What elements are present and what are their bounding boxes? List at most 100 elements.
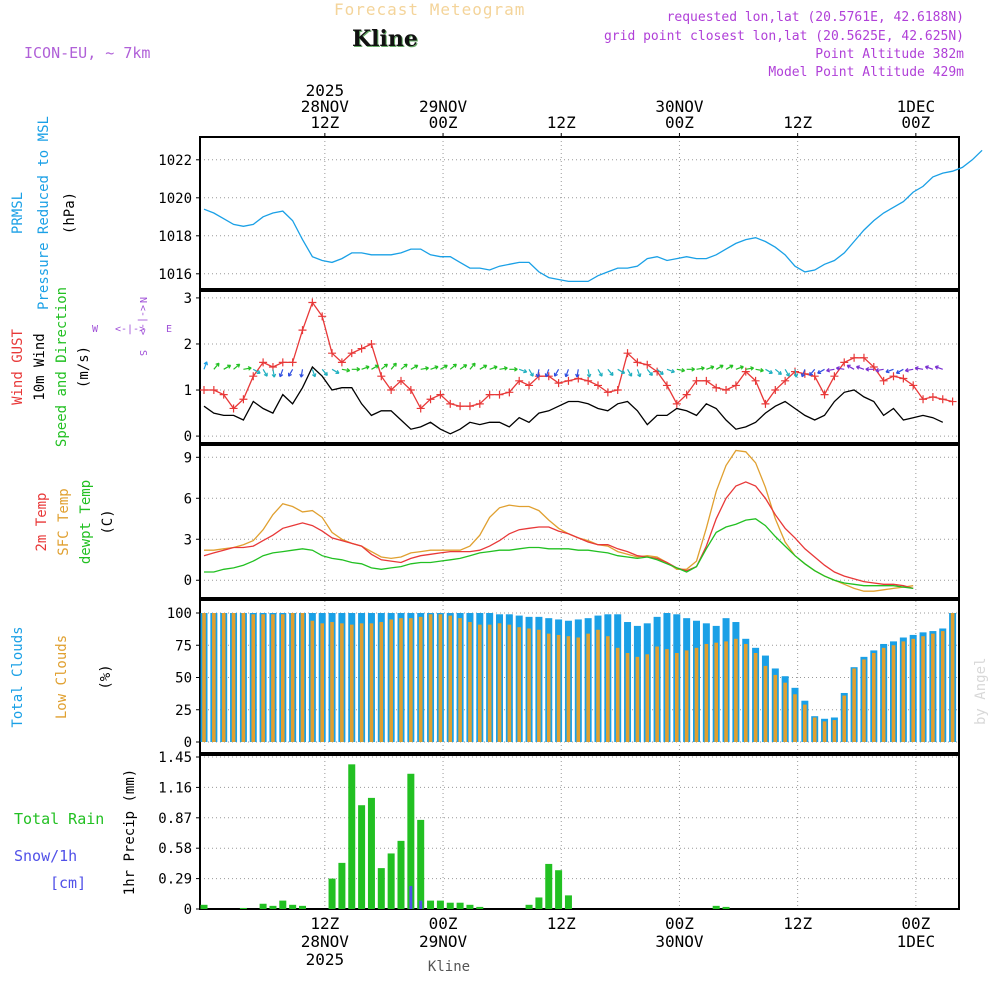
low-cloud-bar [684, 650, 689, 742]
compass-ns-arrows: <-|-> [137, 305, 148, 335]
rain-bar [545, 863, 553, 909]
gust-point [928, 392, 937, 401]
gust-point [594, 381, 602, 390]
pressure-tick-label: 1018 [158, 229, 192, 245]
low-cloud-bar [645, 654, 650, 742]
temperature-label: 2m Temp [34, 492, 50, 551]
wind-arrow [430, 365, 439, 370]
wind-arrow [575, 369, 580, 378]
gust-point [731, 381, 740, 390]
snow-label: Snow/1h [14, 847, 77, 865]
bottom-time-label: 28NOV [301, 932, 350, 951]
gust-point [406, 386, 415, 395]
wind-arrow [400, 363, 408, 370]
gust-point [682, 390, 691, 399]
wind-arrow [203, 361, 208, 370]
low-cloud-bar [389, 619, 393, 742]
low-cloud-bar [349, 624, 354, 742]
low-cloud-bar [891, 645, 896, 742]
clouds-tick-label: 100 [167, 606, 192, 622]
pressure-label: (hPa) [62, 192, 78, 234]
low-cloud-bar [221, 613, 226, 742]
top-time-label: 00Z [901, 113, 930, 132]
temperature-label: SFC Temp [56, 488, 72, 555]
gust-point [318, 312, 327, 321]
wind-label: Wind GUST [10, 329, 26, 405]
low-cloud-bar [340, 623, 344, 742]
wind-arrow [233, 363, 241, 370]
top-time-label: 00Z [665, 113, 694, 132]
low-cloud-bar [832, 720, 837, 742]
top-time-label: 29NOV [419, 97, 468, 116]
precip-legend: Total Rain Snow/1h [cm] [14, 810, 104, 892]
compass-rose: W <-|-> E N <-|-> S [92, 297, 172, 356]
low-cloud-bar [556, 634, 561, 742]
gust-point [702, 376, 711, 385]
compass-west: W [92, 324, 99, 335]
low-cloud-bar [458, 618, 462, 742]
rain-bar [555, 870, 563, 909]
wind-arrow [528, 369, 534, 377]
wind-arrow [826, 367, 835, 373]
wind-arrow [914, 366, 924, 371]
clouds-tick-label: 25 [175, 703, 192, 719]
low-cloud-bar [527, 628, 531, 742]
wind-arrow [243, 366, 252, 371]
gust-point [751, 376, 760, 385]
bottom-time-label: 00Z [901, 914, 930, 933]
top-time-label: 12Z [783, 113, 812, 132]
low-cloud-bar [231, 613, 236, 742]
wind-arrow [361, 365, 370, 370]
gust-point [623, 349, 632, 358]
low-cloud-bar [724, 641, 728, 742]
low-cloud-bar [625, 652, 630, 742]
requested-coordinates: requested lon,lat (20.5761E, 42.6188N) [666, 10, 964, 25]
wind-arrow [924, 365, 934, 370]
pressure-series [203, 149, 983, 283]
wind-arrow [380, 363, 388, 370]
low-cloud-bar [330, 622, 334, 742]
bottom-time-label: 1DEC [897, 932, 936, 951]
wind-speed-series [203, 365, 944, 435]
location-name: Kline [352, 26, 418, 52]
compass-ew-arrows: <-|-> [115, 324, 145, 335]
wind-arrow [666, 368, 675, 374]
top-time-label: 12Z [547, 113, 576, 132]
wind-arrow [371, 364, 379, 370]
wind-arrow [544, 369, 550, 378]
wind-arrow [808, 368, 816, 376]
rain-bar [367, 797, 375, 909]
gust-point [820, 390, 829, 399]
rain-bar [407, 773, 415, 909]
low-cloud-bar [783, 682, 787, 742]
wind-arrow [390, 362, 397, 370]
gust-point [643, 360, 652, 369]
low-cloud-bar [320, 623, 324, 742]
wind-arrow [311, 369, 317, 378]
gust-point [633, 358, 642, 367]
low-cloud-bar [940, 631, 945, 742]
wind-arrow [835, 366, 845, 371]
low-cloud-bar [576, 637, 581, 742]
gust-point [298, 326, 307, 335]
low-cloud-bar [428, 614, 433, 742]
low-cloud-bar [487, 624, 492, 742]
wind-arrow [617, 368, 626, 374]
gust-point [387, 386, 396, 395]
gust-point [554, 379, 563, 388]
wind-tick-label: 2 [184, 337, 192, 353]
gust-point [239, 395, 248, 404]
wind-arrow [597, 369, 603, 377]
wind-arrow [895, 368, 904, 374]
gust-point [909, 381, 918, 390]
low-cloud-bar [438, 614, 443, 742]
low-cloud-bar [901, 641, 906, 742]
compass-north: N [137, 297, 148, 303]
clouds-tick-label: 75 [175, 638, 192, 654]
gust-point [810, 372, 819, 381]
wind-arrow [885, 368, 894, 374]
low-cloud-bar [271, 614, 275, 742]
chart-title: Forecast Meteogram [334, 0, 526, 19]
wind-arrow [793, 369, 799, 378]
rain-bar [358, 805, 366, 909]
